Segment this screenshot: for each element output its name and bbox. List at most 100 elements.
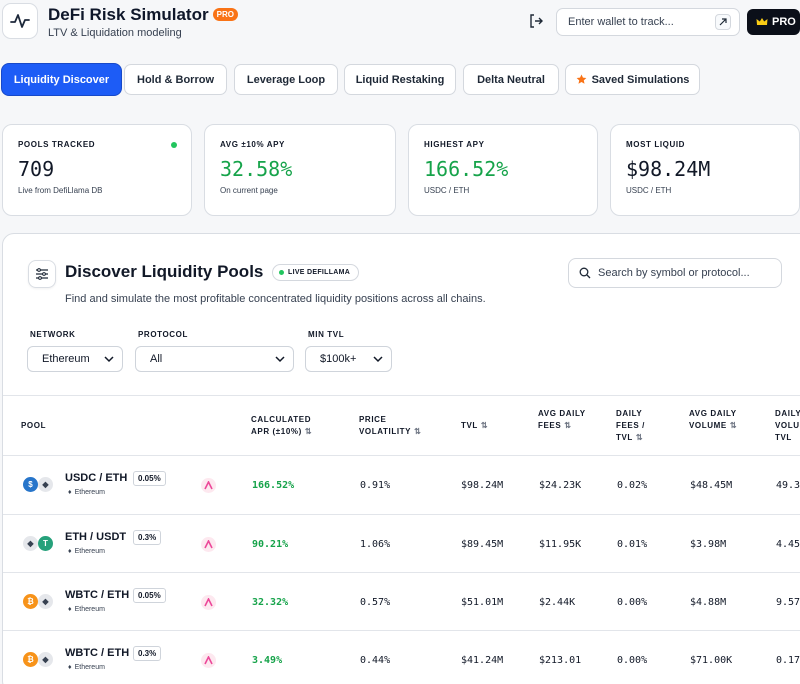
table-row[interactable]: $ ◆ USDC / ETH 0.05% ♦ Ethereum 166.52% 0… (3, 456, 800, 514)
sort-icon: ⇅ (564, 421, 572, 430)
stat-label: AVG ±10% APY (220, 140, 285, 149)
sort-icon: ⇅ (635, 433, 644, 442)
fees-value: $2.44K (539, 597, 576, 608)
volume-tvl-value: 0.17 (776, 655, 800, 666)
eth-icon: ♦ (68, 606, 72, 613)
login-icon[interactable] (528, 13, 544, 29)
tvl-value: $51.01M (461, 597, 504, 608)
stat-card-pools-tracked: POOLS TRACKED 709 Live from DefiLlama DB (2, 124, 192, 216)
table-divider (3, 572, 800, 573)
tab-liquidity-discover[interactable]: Liquidity Discover (2, 64, 121, 95)
tab-saved-simulations[interactable]: Saved Simulations (565, 64, 700, 95)
col-avg-daily-volume[interactable]: AVG DAILY VOLUME ⇅ (689, 409, 738, 430)
volume-value: $48.45M (690, 480, 733, 491)
network-select[interactable]: Ethereum (27, 346, 123, 372)
fee-tier-badge: 0.3% (133, 646, 162, 661)
pool-chain: ♦ Ethereum (68, 606, 105, 613)
tab-liquid-restaking[interactable]: Liquid Restaking (344, 64, 456, 95)
live-dot-icon (171, 142, 177, 148)
volume-value: $3.98M (690, 539, 727, 550)
tvl-value: $89.45M (461, 539, 504, 550)
tab-leverage-loop[interactable]: Leverage Loop (234, 64, 338, 95)
star-icon (576, 74, 586, 84)
volatility-value: 0.44% (360, 655, 391, 666)
discover-panel: Discover Liquidity Pools LIVE DEFILLAMA … (2, 233, 800, 684)
sort-icon: ⇅ (304, 427, 313, 436)
volume-value: $4.88M (690, 597, 727, 608)
app-subtitle: LTV & Liquidation modeling (48, 27, 182, 39)
sliders-icon (28, 260, 56, 288)
stat-label: HIGHEST APY (424, 140, 485, 149)
pro-button[interactable]: PRO (747, 9, 800, 35)
section-title: Discover Liquidity Pools (65, 262, 264, 281)
wbtc-icon: ₿ (23, 594, 38, 609)
eth-icon: ♦ (68, 664, 72, 671)
tab-hold-borrow[interactable]: Hold & Borrow (124, 64, 227, 95)
usdt-icon: T (38, 536, 53, 551)
col-pool[interactable]: POOL (21, 421, 47, 430)
app-title: DeFi Risk Simulator PRO (48, 5, 238, 25)
fees-tvl-value: 0.01% (617, 539, 648, 550)
pool-pair: WBTC / ETH (65, 647, 130, 659)
wallet-input[interactable]: Enter wallet to track... (556, 8, 740, 36)
table-row[interactable]: ₿ ◆ WBTC / ETH 0.3% ♦ Ethereum 3.49% 0.44… (3, 631, 800, 684)
stat-value: $98.24M (626, 157, 711, 181)
protocol-select[interactable]: All (135, 346, 294, 372)
stat-value: 709 (18, 157, 55, 181)
search-icon (579, 267, 591, 279)
col-daily-volume-tvl[interactable]: DAILY VOLU / TVL (775, 409, 800, 442)
table-top-border (3, 395, 800, 396)
network-label: NETWORK (30, 330, 76, 339)
fee-tier-badge: 0.05% (133, 588, 166, 603)
col-avg-daily-fees[interactable]: AVG DAILY FEES ⇅ (538, 409, 586, 430)
arrow-icon[interactable] (715, 14, 731, 30)
sort-icon: ⇅ (729, 421, 738, 430)
sort-icon: ⇅ (414, 427, 422, 436)
usdc-icon: $ (23, 477, 38, 492)
pool-chain: ♦ Ethereum (68, 664, 105, 671)
uniswap-icon (201, 478, 216, 493)
pool-chain: ♦ Ethereum (68, 548, 105, 555)
volume-tvl-value: 4.45 (776, 539, 800, 550)
table-divider (3, 455, 800, 456)
app-header: DeFi Risk Simulator PRO LTV & Liquidation… (0, 0, 800, 60)
tab-delta-neutral[interactable]: Delta Neutral (463, 64, 559, 95)
volume-tvl-value: 49.3 (776, 480, 800, 491)
volume-tvl-value: 9.57 (776, 597, 800, 608)
wallet-placeholder: Enter wallet to track... (568, 16, 674, 28)
col-tvl[interactable]: TVL ⇅ (461, 421, 489, 430)
apr-value: 3.49% (252, 655, 283, 666)
col-daily-fees-tvl[interactable]: DAILY FEES / TVL ⇅ (616, 409, 645, 442)
pool-search-input[interactable]: Search by symbol or protocol... (568, 258, 782, 288)
table-row[interactable]: ₿ ◆ WBTC / ETH 0.05% ♦ Ethereum 32.32% 0.… (3, 573, 800, 631)
stat-label: MOST LIQUID (626, 140, 686, 149)
col-apr[interactable]: CALCULATED APR (±10%) ⇅ (251, 415, 313, 436)
col-price-volatility[interactable]: PRICE VOLATILITY ⇅ (359, 415, 422, 436)
volatility-value: 0.57% (360, 597, 391, 608)
eth-icon: ◆ (23, 536, 38, 551)
eth-icon: ♦ (68, 489, 72, 496)
pro-badge: PRO (212, 8, 238, 21)
fees-value: $11.95K (539, 539, 582, 550)
volatility-value: 0.91% (360, 480, 391, 491)
eth-icon: ◆ (38, 652, 53, 667)
table-divider (3, 514, 800, 515)
protocol-label: PROTOCOL (138, 330, 188, 339)
min-tvl-select[interactable]: $100k+ (305, 346, 392, 372)
table-divider (3, 630, 800, 631)
eth-icon: ♦ (68, 548, 72, 555)
table-row[interactable]: ◆ T ETH / USDT 0.3% ♦ Ethereum 90.21% 1.0… (3, 515, 800, 573)
uniswap-icon (201, 653, 216, 668)
stat-sub: USDC / ETH (626, 186, 672, 195)
chevron-down-icon (373, 356, 383, 363)
fees-tvl-value: 0.00% (617, 597, 648, 608)
stat-value: 166.52% (424, 157, 509, 181)
crown-icon (756, 18, 768, 25)
live-badge: LIVE DEFILLAMA (272, 264, 360, 281)
tvl-value: $98.24M (461, 480, 504, 491)
pool-chain: ♦ Ethereum (68, 489, 105, 496)
uniswap-icon (201, 595, 216, 610)
stat-value: 32.58% (220, 157, 293, 181)
apr-value: 32.32% (252, 597, 289, 608)
min-tvl-label: MIN TVL (308, 330, 345, 339)
